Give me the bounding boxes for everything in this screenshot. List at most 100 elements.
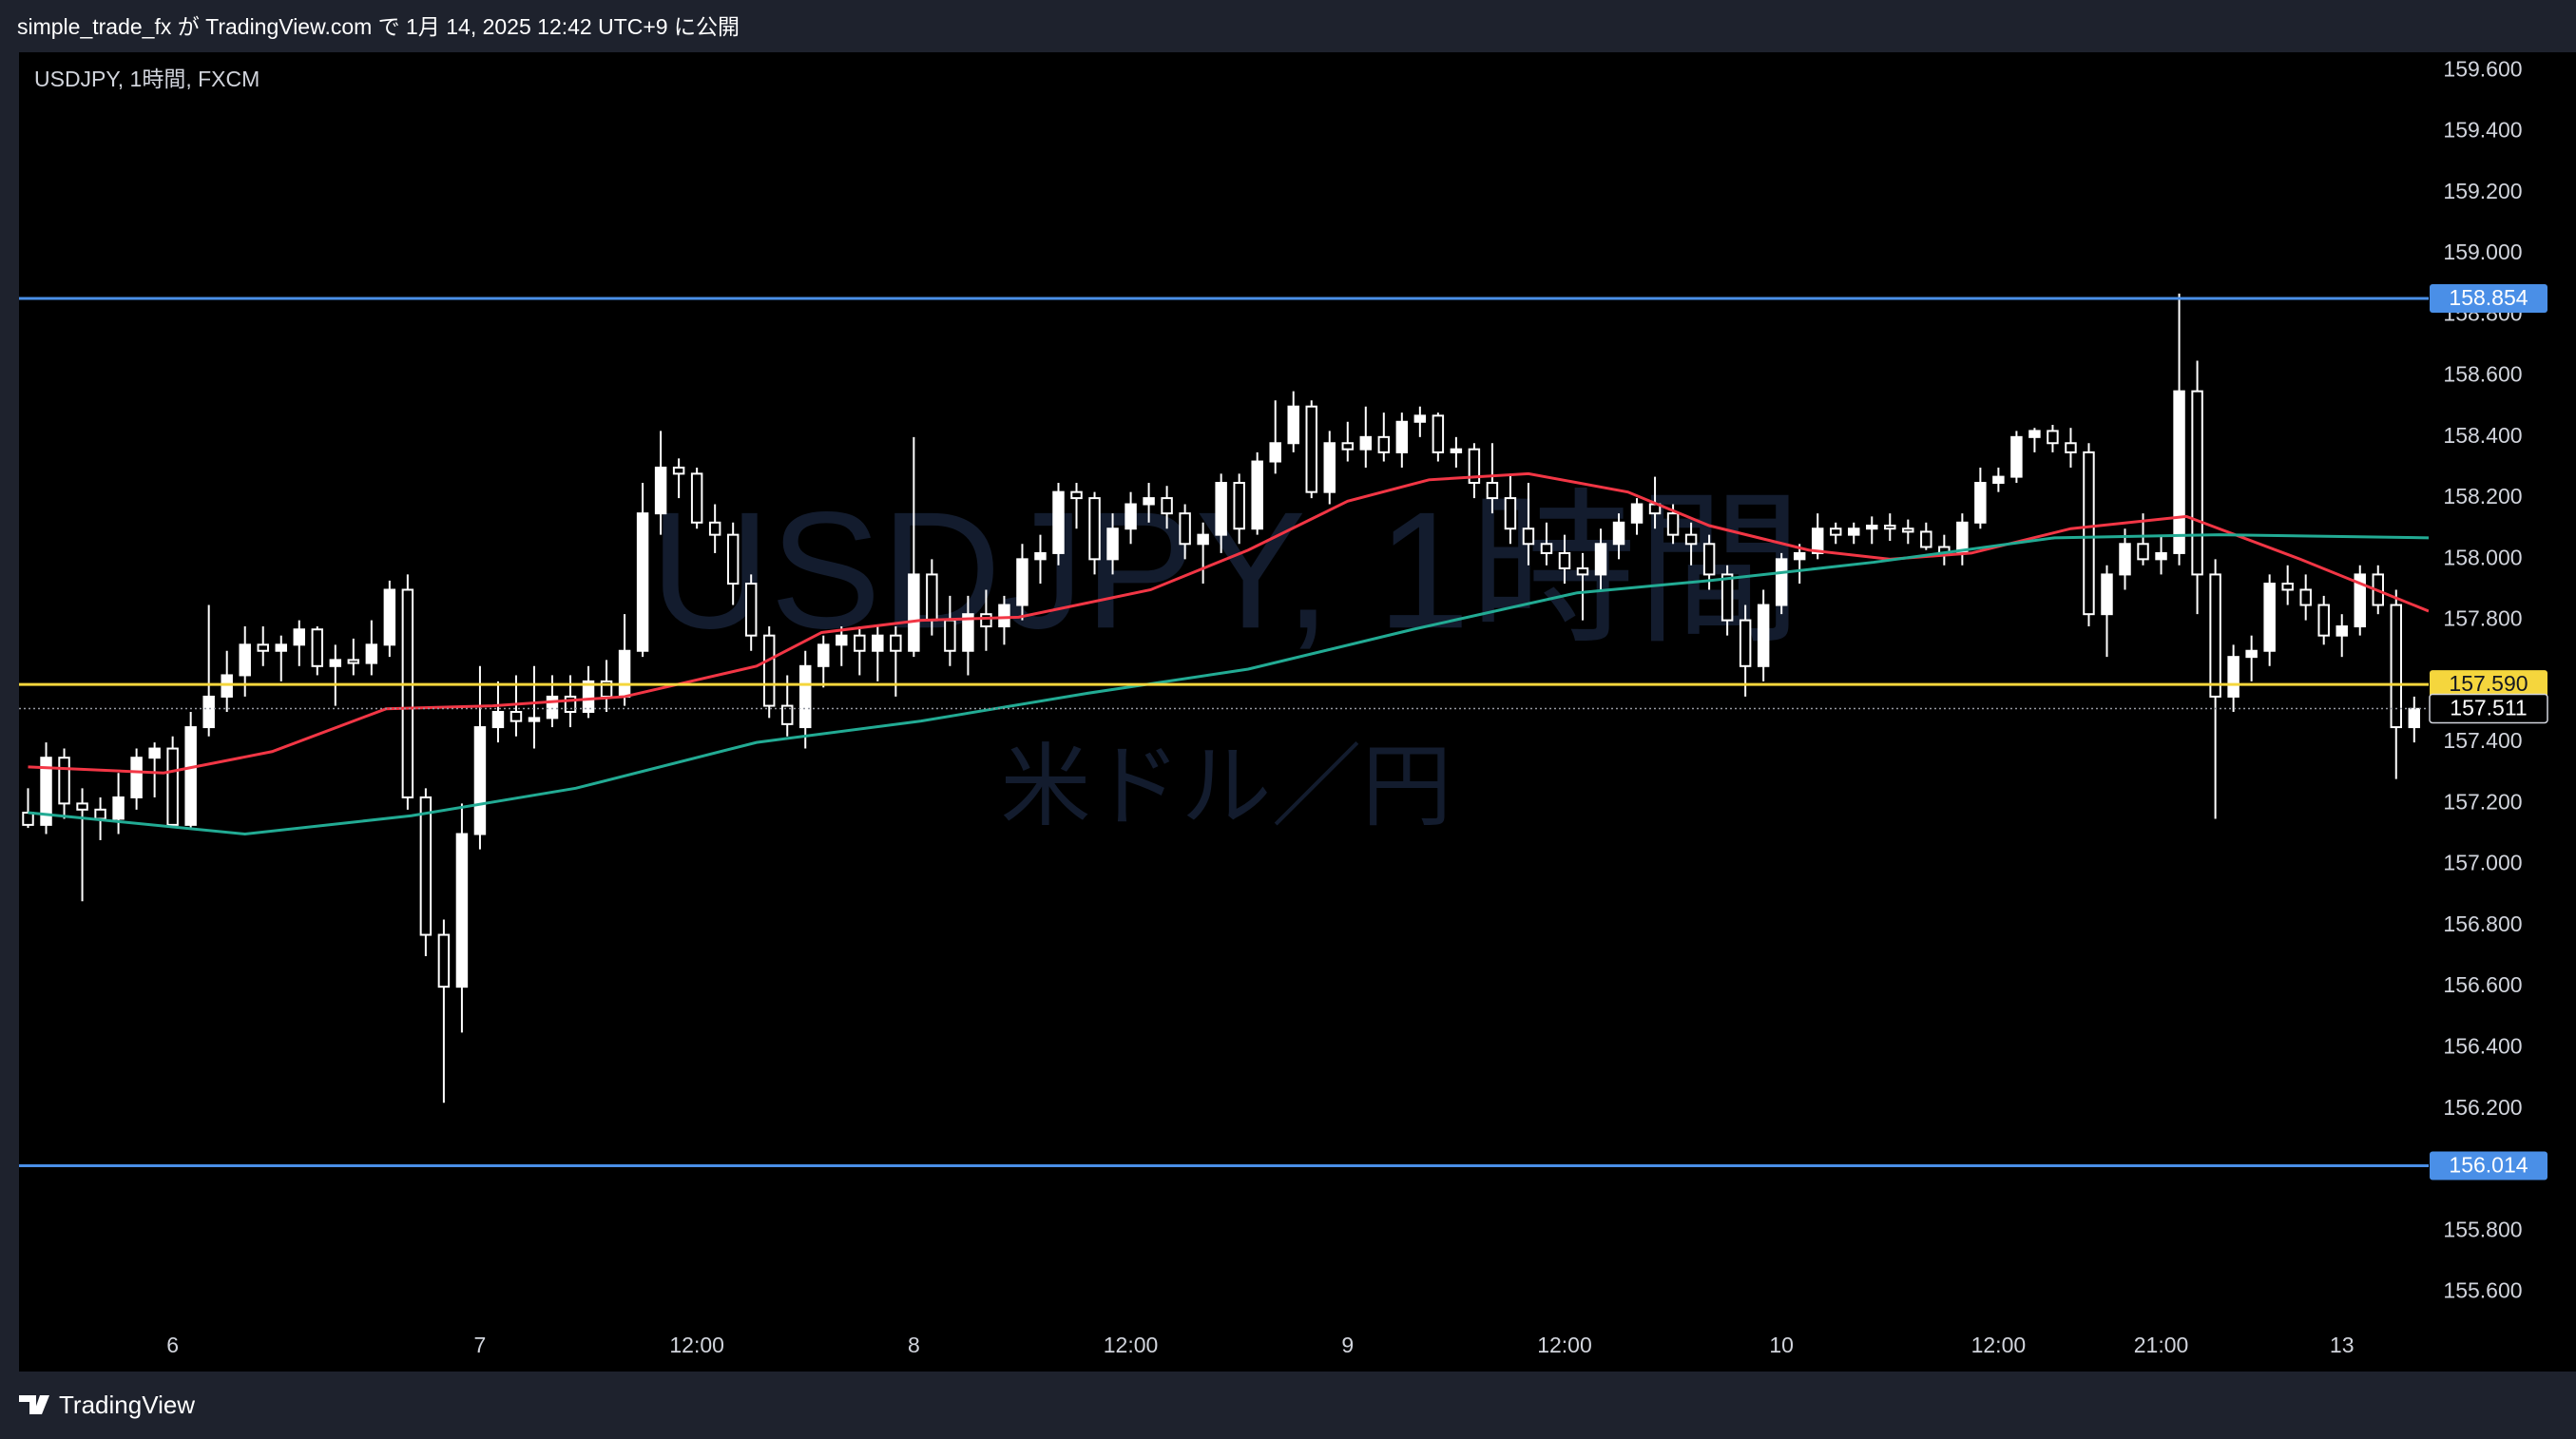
candle-body: [1323, 442, 1336, 493]
candle-body: [130, 757, 143, 798]
candle-body: [40, 757, 52, 826]
x-tick-label: 6: [166, 1333, 179, 1357]
candle-body: [1721, 573, 1734, 622]
x-tick-label: 10: [1769, 1333, 1794, 1357]
price-tag-label: 156.014: [2449, 1153, 2528, 1178]
candle-body: [1088, 497, 1101, 561]
candle-body: [2390, 604, 2402, 729]
candle-body: [1450, 448, 1463, 453]
candle-body: [1341, 442, 1354, 451]
candle-body: [148, 747, 161, 759]
candle-body: [239, 643, 251, 677]
candle-body: [708, 521, 721, 536]
chart-background: [19, 52, 2576, 1372]
candle-body: [1830, 528, 1842, 536]
y-tick-label: 156.400: [2443, 1034, 2522, 1059]
candle-body: [2047, 430, 2059, 445]
price-tag-label: 157.511: [2450, 696, 2527, 720]
candle-body: [2083, 451, 2095, 616]
candle-body: [1034, 551, 1047, 561]
candle-body: [1793, 551, 1806, 561]
symbol-title: USDJPY, 1時間, FXCM: [34, 67, 260, 91]
candle-body: [437, 933, 451, 988]
candle-body: [2299, 588, 2312, 606]
candle-body: [1161, 497, 1173, 515]
candle-body: [184, 726, 197, 826]
watermark-subtitle: 米ドル／円: [1000, 737, 1451, 837]
candle-body: [908, 573, 920, 652]
candle-body: [293, 628, 305, 646]
candle-body: [112, 796, 125, 820]
footer-logo: TradingView: [19, 1391, 195, 1419]
y-tick-label: 158.200: [2443, 484, 2522, 508]
y-tick-label: 157.800: [2443, 606, 2522, 631]
candle-body: [1702, 543, 1716, 576]
y-tick-label: 157.200: [2443, 789, 2522, 814]
candle-body: [1992, 475, 2005, 485]
candle-body: [1811, 528, 1824, 554]
candle-body: [329, 659, 342, 667]
candle-body: [1106, 528, 1119, 561]
candle-body: [781, 704, 794, 725]
candle-body: [383, 588, 396, 646]
y-tick-label: 156.200: [2443, 1095, 2522, 1120]
candle-body: [22, 812, 34, 826]
price-tag: [2429, 693, 2548, 724]
candle-body: [257, 643, 269, 652]
price-tag: [2430, 283, 2547, 313]
y-tick-label: 159.400: [2443, 118, 2522, 143]
candle-body: [1974, 482, 1987, 524]
candle-body: [491, 711, 505, 729]
candle-body: [76, 802, 88, 811]
candle-body: [1757, 604, 1770, 667]
candle-body: [998, 604, 1010, 628]
candle-body: [799, 664, 812, 729]
y-tick-label: 158.000: [2443, 545, 2522, 569]
candle-body: [1666, 512, 1680, 536]
moving-average-line: [28, 471, 2429, 775]
candle-body: [1125, 503, 1137, 530]
candle-body: [654, 466, 667, 515]
candle-body: [2408, 707, 2421, 729]
price-tag-label: 157.590: [2449, 671, 2528, 696]
candle-body: [2173, 390, 2185, 554]
candle-body: [1233, 482, 1245, 530]
candle-body: [1866, 525, 1878, 530]
candle-body: [1179, 512, 1191, 546]
candle-body: [166, 747, 179, 826]
candle-body: [1287, 405, 1299, 445]
candle-body: [1630, 503, 1644, 524]
candle-body: [2191, 390, 2203, 576]
candle-body: [1739, 619, 1752, 667]
candle-body: [311, 628, 324, 667]
candle-body: [221, 674, 233, 698]
candle-body: [1576, 566, 1589, 576]
x-tick-label: 12:00: [1104, 1333, 1159, 1357]
x-tick-label: 9: [1341, 1333, 1354, 1357]
candle-body: [1269, 442, 1281, 463]
candle-body: [528, 717, 541, 722]
x-tick-label: 13: [2330, 1333, 2355, 1357]
candle-body: [1684, 533, 1698, 546]
moving-average-line: [28, 533, 2429, 836]
candle-body: [1052, 490, 1065, 554]
candle-body: [1305, 405, 1317, 493]
candle-body: [1251, 460, 1263, 530]
candle-body: [58, 757, 70, 805]
candle-body: [1432, 414, 1445, 453]
candle-body: [347, 659, 360, 664]
y-tick-label: 158.400: [2443, 423, 2522, 448]
price-tag: [2430, 1151, 2547, 1180]
candle-body: [202, 695, 215, 729]
candle-body: [1884, 525, 1896, 530]
x-tick-label: 7: [474, 1333, 487, 1357]
candle-body: [1902, 528, 1914, 533]
candle-body: [1070, 490, 1083, 500]
candle-body: [2336, 625, 2348, 637]
candle-body: [1143, 497, 1155, 506]
candle-body: [962, 613, 974, 652]
candle-body: [1395, 420, 1409, 453]
candle-body: [2010, 435, 2023, 478]
